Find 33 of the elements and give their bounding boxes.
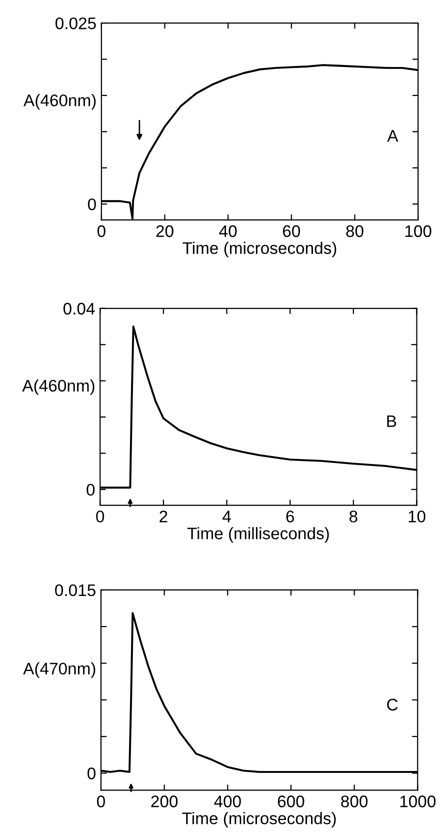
annotation: B	[387, 415, 396, 427]
x-tick-label: 40	[219, 225, 237, 238]
y-tick-label: 0.015	[55, 584, 96, 596]
x-tick-label: 20	[156, 225, 174, 238]
x-tick-label: 1000	[400, 796, 436, 808]
x-tick-label: 8	[350, 510, 358, 522]
x-tick-label: 400	[214, 796, 241, 808]
x-tick-label: 600	[278, 796, 304, 808]
x-tick-label: 60	[282, 225, 300, 238]
y-tick-label: 0	[86, 484, 95, 496]
x-tick-label: 0	[97, 796, 105, 808]
x-tick-label: 6	[286, 510, 294, 522]
y-tick-label: 0.04	[63, 302, 95, 315]
x-tick-label: 0	[96, 510, 104, 522]
y-tick-label: 0	[88, 768, 96, 780]
y-axis-title: A(460nm)	[24, 94, 96, 110]
annotation: A	[387, 130, 398, 142]
y-tick-label: 0.025	[56, 17, 96, 30]
x-tick-label: 100	[405, 225, 432, 238]
x-axis-title: Time (milliseconds)	[187, 527, 329, 543]
x-tick-label: 800	[341, 796, 368, 808]
annotation: C	[387, 698, 398, 711]
x-tick-label: 0	[97, 225, 106, 238]
y-axis-title: A(460nm)	[22, 379, 94, 395]
x-tick-label: 200	[151, 796, 178, 808]
x-tick-label: 4	[222, 510, 231, 522]
x-tick-label: 80	[346, 225, 364, 238]
x-axis-title: Time (microseconds)	[182, 242, 336, 258]
x-axis-title: Time (microseconds)	[182, 812, 336, 828]
x-tick-label: 2	[160, 510, 168, 522]
x-tick-label: 10	[408, 510, 426, 522]
y-axis-title: A(470nm)	[23, 662, 96, 678]
y-tick-label: 0	[88, 198, 96, 210]
